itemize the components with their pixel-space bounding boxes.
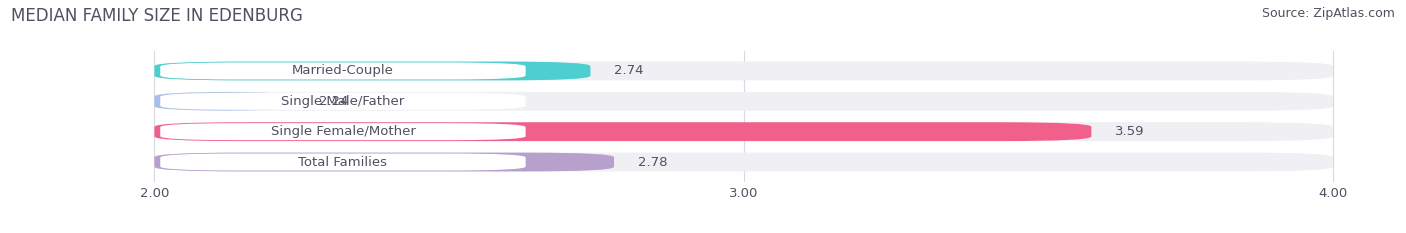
Text: Married-Couple: Married-Couple [292,65,394,78]
FancyBboxPatch shape [155,122,1091,141]
FancyBboxPatch shape [155,122,1333,141]
FancyBboxPatch shape [155,92,1333,111]
Text: 3.59: 3.59 [1115,125,1144,138]
Text: Single Female/Mother: Single Female/Mother [270,125,415,138]
FancyBboxPatch shape [155,92,295,111]
Text: Source: ZipAtlas.com: Source: ZipAtlas.com [1261,7,1395,20]
FancyBboxPatch shape [160,62,526,79]
FancyBboxPatch shape [160,154,526,171]
FancyBboxPatch shape [160,123,526,140]
Text: 2.78: 2.78 [637,155,666,168]
FancyBboxPatch shape [155,62,1333,80]
FancyBboxPatch shape [155,62,591,80]
Text: 2.24: 2.24 [319,95,349,108]
FancyBboxPatch shape [155,153,1333,171]
Text: Total Families: Total Families [298,155,388,168]
Text: Single Male/Father: Single Male/Father [281,95,405,108]
FancyBboxPatch shape [155,153,614,171]
Text: 2.74: 2.74 [614,65,644,78]
FancyBboxPatch shape [160,93,526,110]
Text: MEDIAN FAMILY SIZE IN EDENBURG: MEDIAN FAMILY SIZE IN EDENBURG [11,7,304,25]
